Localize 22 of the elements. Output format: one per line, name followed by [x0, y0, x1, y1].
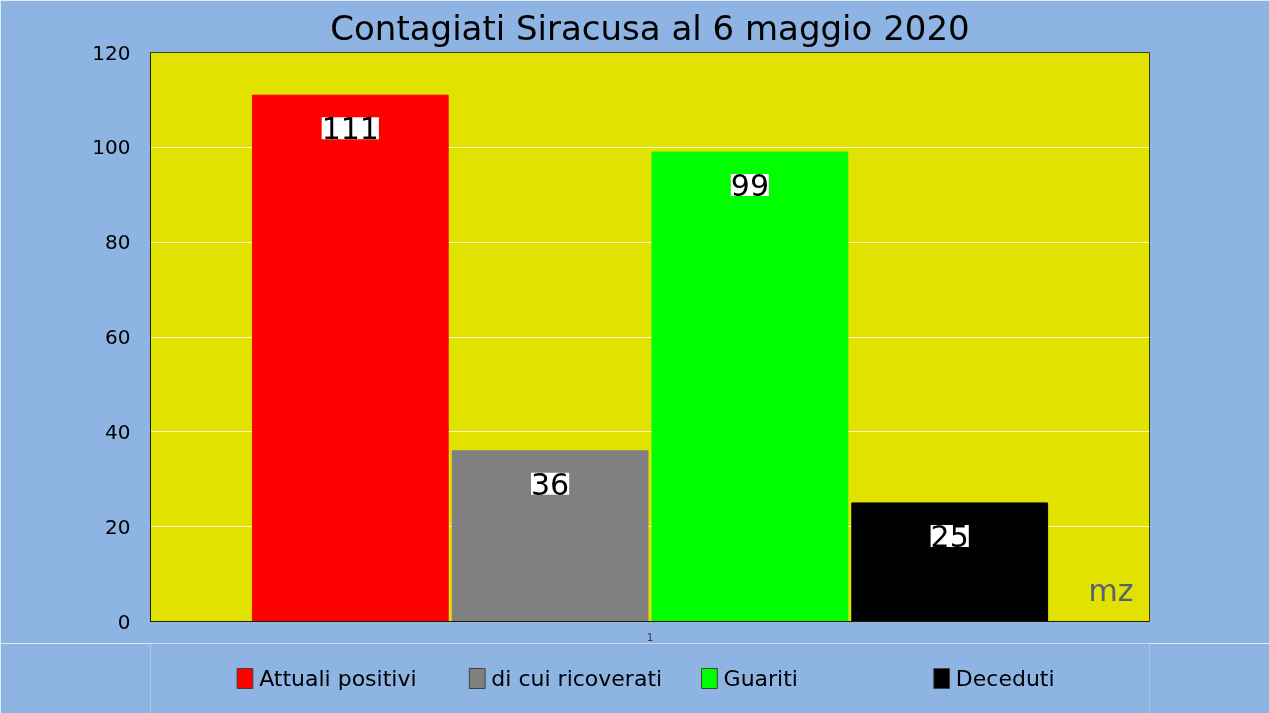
bar — [251, 94, 449, 622]
bar — [451, 450, 649, 622]
data-label: 99 — [730, 168, 769, 204]
legend-label: Guariti — [723, 666, 798, 691]
legend-label: di cui ricoverati — [491, 666, 663, 691]
legend-label: Deceduti — [955, 666, 1055, 691]
legend-label: Attuali positivi — [259, 666, 417, 691]
data-label: 36 — [531, 466, 570, 502]
y-tick-label: 60 — [105, 325, 131, 349]
chart-title: Contagiati Siracusa al 6 maggio 2020 — [330, 7, 970, 48]
bar — [851, 502, 1049, 622]
y-tick-label: 40 — [105, 419, 131, 444]
y-tick-label: 0 — [117, 609, 131, 634]
data-label: 25 — [930, 518, 969, 554]
annotation: mz — [1088, 572, 1134, 608]
y-tick-label: 80 — [105, 230, 131, 255]
y-tick-label: 20 — [105, 514, 131, 539]
bar — [651, 151, 849, 622]
x-tick-label: 1 — [646, 630, 654, 644]
y-tick-label: 120 — [92, 40, 131, 65]
y-tick-label: 100 — [92, 135, 131, 160]
data-label: 111 — [321, 111, 379, 147]
